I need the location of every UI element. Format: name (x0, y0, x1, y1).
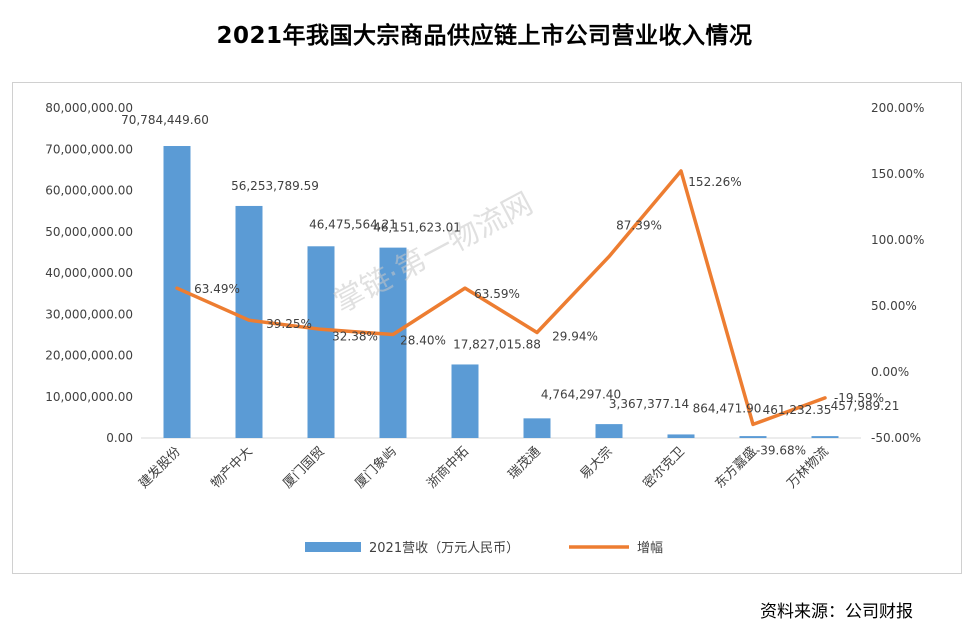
revenue-data-labels: 70,784,449.6056,253,789.5946,475,564.214… (121, 113, 899, 417)
left-tick-label: 80,000,000.00 (45, 101, 133, 115)
revenue-data-label: 4,764,297.40 (541, 387, 621, 401)
growth-line (175, 169, 827, 427)
left-tick-label: 60,000,000.00 (45, 184, 133, 198)
left-tick-label: 0.00 (106, 431, 133, 445)
category-label: 浙商中拓 (424, 444, 471, 491)
growth-data-label: 39.25% (266, 317, 312, 331)
chart-title: 2021年我国大宗商品供应链上市公司营业收入情况 (216, 23, 753, 49)
left-tick-label: 10,000,000.00 (45, 390, 133, 404)
chart-frame: 0.00 10,000,000.00 20,000,000.00 30,000,000… (12, 82, 962, 574)
revenue-data-label: 70,784,449.60 (121, 113, 209, 127)
revenue-bar (451, 364, 479, 438)
growth-data-label: 63.59% (474, 287, 520, 301)
category-label: 密尔克卫 (640, 444, 688, 492)
revenue-data-label: 17,827,015.88 (453, 337, 541, 351)
category-label: 物产中大 (208, 444, 255, 491)
growth-data-label: 28.40% (400, 334, 446, 348)
category-label: 建发股份 (136, 444, 184, 492)
category-label: 厦门象屿 (352, 444, 399, 491)
right-tick-label: 0.00% (871, 365, 909, 379)
revenue-data-label: 46,475,564.21 (309, 217, 397, 231)
category-label: 瑞茂通 (506, 444, 544, 482)
legend-bar-swatch (305, 542, 361, 552)
revenue-data-label: 461,232.35 (763, 403, 832, 417)
legend: 2021营收（万元人民币） 增幅 (305, 541, 663, 556)
source-note: 资料来源：公司财报 (760, 602, 913, 622)
revenue-bar (379, 247, 407, 438)
category-label: 东方嘉盛 (712, 444, 760, 492)
revenue-bar (523, 418, 551, 438)
growth-data-labels: 63.49% 39.25% 32.38% 28.40% 63.59% 29.94% 87.3… (194, 175, 884, 457)
revenue-bar (667, 434, 695, 438)
revenue-bar (595, 424, 623, 438)
revenue-data-label: 864,471.90 (693, 401, 762, 415)
left-tick-label: 20,000,000.00 (45, 349, 133, 363)
growth-data-label: 87.39% (616, 219, 662, 233)
revenue-bar (811, 436, 839, 438)
right-tick-label: 100.00% (871, 233, 924, 247)
right-axis-ticks: -50.00% 0.00% 50.00% 100.00% 150.00% 200.00% (871, 101, 924, 445)
left-tick-label: 40,000,000.00 (45, 266, 133, 280)
growth-data-label: -39.68% (756, 443, 806, 457)
growth-data-label: 29.94% (552, 329, 598, 343)
right-tick-label: 50.00% (871, 299, 917, 313)
revenue-bar (739, 436, 767, 438)
growth-data-label: 152.26% (688, 175, 741, 189)
left-axis-ticks: 0.00 10,000,000.00 20,000,000.00 30,000,000… (45, 101, 133, 445)
combo-chart: 0.00 10,000,000.00 20,000,000.00 30,000,000… (45, 101, 924, 556)
revenue-data-label: 46,151,623.01 (373, 221, 461, 235)
growth-data-label: 32.38% (332, 329, 378, 343)
right-tick-label: 150.00% (871, 167, 924, 181)
left-tick-label: 70,000,000.00 (45, 142, 133, 156)
growth-data-label: -19.59% (834, 391, 884, 405)
revenue-bar (307, 246, 335, 438)
category-labels: 建发股份 物产中大 厦门国贸 厦门象屿 浙商中拓 瑞茂通 易大宗 密尔克卫 东方嘉盛 万林物流 (136, 444, 832, 492)
growth-data-label: 63.49% (194, 282, 240, 296)
category-label: 厦门国贸 (280, 444, 327, 491)
legend-line-label: 增幅 (637, 541, 663, 556)
legend-bar-label: 2021营收（万元人民币） (369, 541, 519, 556)
revenue-data-label: 457,989.21 (831, 399, 900, 413)
right-tick-label: 200.00% (871, 101, 924, 115)
revenue-data-label: 3,367,377.14 (609, 397, 689, 411)
category-label: 易大宗 (577, 444, 616, 483)
right-tick-label: -50.00% (871, 431, 921, 445)
left-tick-label: 50,000,000.00 (45, 225, 133, 239)
revenue-data-label: 56,253,789.59 (231, 179, 319, 193)
left-tick-label: 30,000,000.00 (45, 307, 133, 321)
